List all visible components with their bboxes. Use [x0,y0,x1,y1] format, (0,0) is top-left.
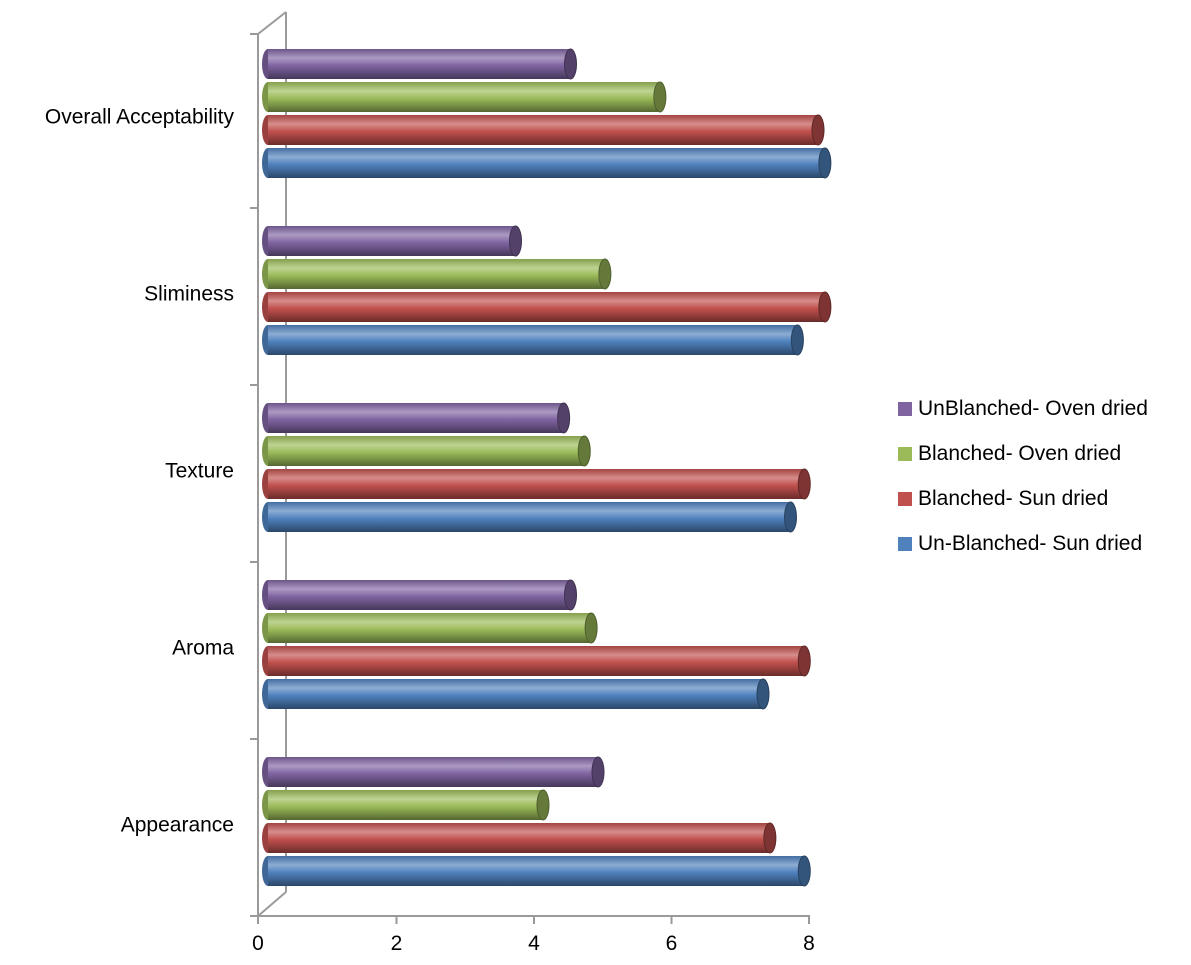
legend-label: Un-Blanched- Sun dried [918,532,1143,555]
bar [262,258,612,290]
bar [262,612,598,644]
wall-top-edge [257,11,287,35]
legend-item: Un-Blanched- Sun dried [898,529,1188,559]
category-label: Appearance [121,814,234,837]
bar [262,81,667,113]
legend-label: Blanched- Oven dried [918,442,1122,465]
legend-swatch [898,447,912,461]
legend-swatch [898,537,912,551]
x-tick-label: 4 [528,932,540,955]
bar [262,225,522,257]
legend-label: UnBlanched- Oven dried [918,397,1148,420]
legend-swatch [898,492,912,506]
x-tick-label: 6 [666,932,678,955]
category-label: Overall Acceptability [45,106,235,129]
bar [262,48,577,80]
wall-bottom-edge [257,891,287,917]
legend-swatch [898,402,912,416]
axis-labels: 0 2 4 6 8 Appearance Aroma Texture Sliminess Over… [45,106,815,956]
bar [262,678,770,710]
category-label: Sliminess [144,283,234,306]
x-tick-label: 2 [391,932,403,955]
x-tick-label: 0 [252,932,264,955]
bar [262,435,591,467]
bar [262,291,832,323]
legend-label: Blanched- Sun dried [918,487,1109,510]
x-tick-label: 8 [803,932,815,955]
bar [262,579,577,611]
bar [262,402,571,434]
legend-item: UnBlanched- Oven dried [898,394,1188,424]
category-label: Aroma [172,637,234,660]
bar [262,501,797,533]
bar [262,468,811,500]
bar [262,855,811,887]
legend: UnBlanched- Oven dried Blanched- Oven dr… [898,394,1188,574]
bar [262,756,605,788]
bar [262,147,832,179]
bar [262,822,777,854]
bar [262,324,804,356]
category-label: Texture [165,460,234,483]
bar [262,789,550,821]
bar [262,114,825,146]
bar [262,645,811,677]
legend-item: Blanched- Sun dried [898,484,1188,514]
bars [262,48,832,887]
legend-item: Blanched- Oven dried [898,439,1188,469]
